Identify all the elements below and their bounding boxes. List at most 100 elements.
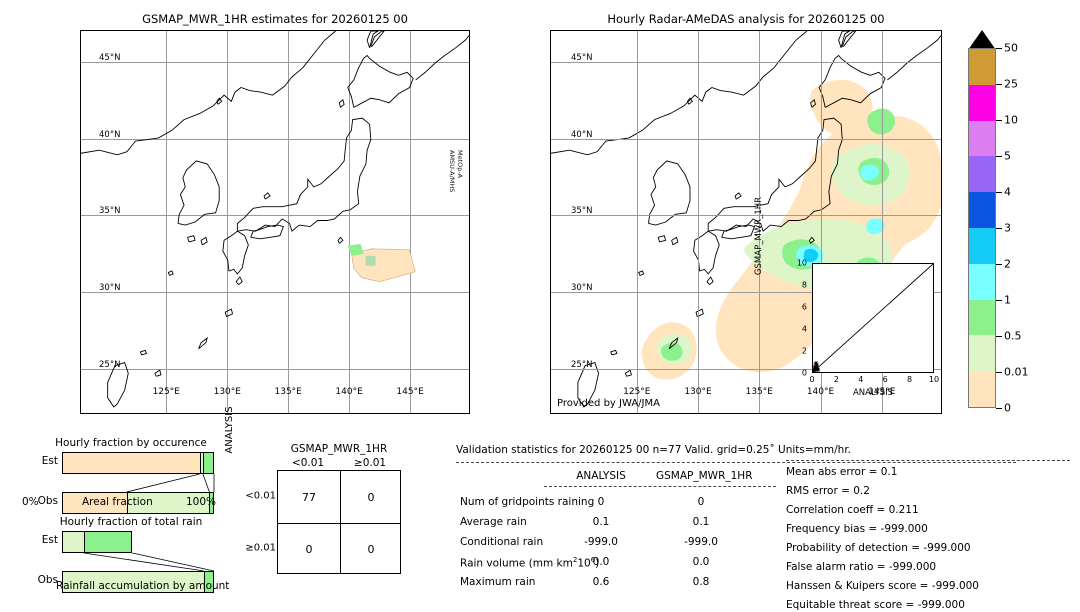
validation-statistics-panel: Validation statistics for 20260125 00 n=… [456,440,1076,611]
gridline-longitude [410,31,412,413]
occurrence-axis-max: 100% [186,496,217,508]
bar-connector-lines [126,473,215,493]
colorbar-tick-label: 0.5 [1004,329,1022,343]
gridline-latitude [551,368,941,370]
precipitation-colorbar[interactable]: 0 0.01 0.5 1 2 3 4 5 10 25 50 [968,30,1068,415]
bar-segment [84,531,133,553]
contingency-row-header: ≥0.01 [245,542,276,554]
colorbar-tick-mark [996,300,1002,301]
contingency-cell: 77 [302,490,316,504]
colorbar-tick-label: 3 [1004,221,1011,235]
colorbar-segment [969,227,995,264]
contingency-table-title: GSMAP_MWR_1HR [290,443,388,455]
sensor-name: MetOp-A [456,150,464,179]
colorbar-segment [969,371,995,407]
bar-row-label: Est [41,534,58,546]
colorbar-tick-mark [996,336,1002,337]
longitude-tick-label: 140°E [335,387,363,397]
longitude-tick-label: 125°E [152,387,180,397]
latitude-tick-label: 40°N [571,129,593,140]
colorbar-tick-mark [996,264,1002,265]
latitude-tick-label: 40°N [99,129,121,140]
stats-rule-top [456,462,1016,463]
latitude-tick-label: 45°N [571,52,593,63]
satellite-estimate-map[interactable]: 45°N 40°N 35°N 30°N 25°N 125°E 130°E 135°E 140°E… [80,30,470,414]
occurrence-axis-min: 0% [22,496,39,508]
scatter-x-tick: 6 [882,375,888,384]
gridline-longitude [881,31,883,413]
contingency-column-header: ≥0.01 [353,457,387,469]
statistics-row-label: Rain volume (mm km2106) [460,556,600,570]
colorbar-segment [969,335,995,372]
left-panel-title: GSMAP_MWR_1HR estimates for 20260125 00 [142,12,408,26]
latitude-tick-label: 35°N [571,206,593,217]
scatter-y-axis-label: GSMAP_MWR_1HR [754,196,764,276]
colorbar-tick-label: 10 [1004,113,1018,127]
bar-segment [199,452,203,474]
amount-chart-title: Hourly fraction of total rain [59,516,203,528]
statistics-value: 0.6 [592,576,610,588]
statistics-score-line: Hanssen & Kuipers score = -999.000 [786,580,979,592]
statistics-value: 0 [597,496,605,508]
contingency-table[interactable]: 77 0 0 0 [277,470,401,574]
colorbar-segment [969,299,995,336]
scatter-plot[interactable] [812,263,934,373]
statistics-score-line: Frequency bias = -999.000 [786,523,928,535]
gridline-latitude [81,368,469,370]
bar-row-label: Est [41,455,58,467]
stacked-bar[interactable] [62,452,214,474]
statistics-value: 0.0 [592,556,610,568]
sensor-instrument: AMSU-A/MHS [448,150,457,193]
gridline-longitude [227,31,229,413]
contingency-column-header: <0.01 [291,457,325,469]
statistics-value: 0 [697,496,705,508]
statistics-row-label: Maximum rain [460,576,536,588]
statistics-score-line: Mean abs error = 0.1 [786,466,898,478]
scatter-y-tick: 6 [801,302,807,312]
scatter-x-axis-label: ANALYSIS [852,388,894,398]
latitude-tick-label: 45°N [99,52,121,63]
bar-segment [62,571,205,593]
stacked-bar[interactable] [62,492,214,514]
sensor-label: MetOp-A AMSU-A/MHS [443,150,465,260]
scatter-x-tick: 0 [809,375,815,384]
scatter-y-tick: 0 [801,368,807,378]
colorbar-segment [969,120,995,157]
colorbar-tick-mark [996,120,1002,121]
colorbar-tick-label: 2 [1004,257,1011,271]
table-horizontal-divider [278,523,400,525]
stats-rule-scores [786,460,1070,461]
gridline-latitude [551,215,941,217]
bar-connector-lines [83,552,215,572]
statistics-value: -999.0 [584,536,618,548]
colorbar-tick-label: 1 [1004,293,1011,307]
gridline-longitude [288,31,290,413]
colorbar-tick-label: 0 [1004,401,1011,415]
scatter-point [814,365,820,371]
stacked-bar[interactable] [62,571,214,593]
amount-axis-label: Rainfall accumulation by amount [56,580,230,592]
scatter-point [813,368,817,372]
scatter-y-tick: 10 [796,258,807,268]
bar-segment [202,452,214,474]
statistics-value: 0.0 [692,556,710,568]
colorbar-tick-mark [996,408,1002,409]
statistics-row-label: Average rain [460,516,527,528]
statistics-column-header: ANALYSIS [576,470,626,482]
occurrence-chart-title: Hourly fraction by occurence [55,437,207,449]
data-credit: Provided by JWA/JMA [557,398,660,409]
stacked-bar[interactable] [62,531,214,553]
gridline-longitude [698,31,699,413]
gridline-longitude [759,31,761,413]
colorbar-tick-mark [996,192,1002,193]
scatter-y-tick: 4 [801,324,807,334]
longitude-tick-label: 135°E [274,387,302,397]
scatter-point [815,367,821,372]
statistics-score-line: RMS error = 0.2 [786,485,870,497]
occurrence-axis-label: Areal fraction [82,496,153,508]
bar-segment [62,531,85,553]
statistics-header: Validation statistics for 20260125 00 n=… [456,444,852,456]
gridline-latitude [551,61,941,63]
gridline-longitude [166,31,168,413]
colorbar-tick-label: 25 [1004,77,1018,91]
